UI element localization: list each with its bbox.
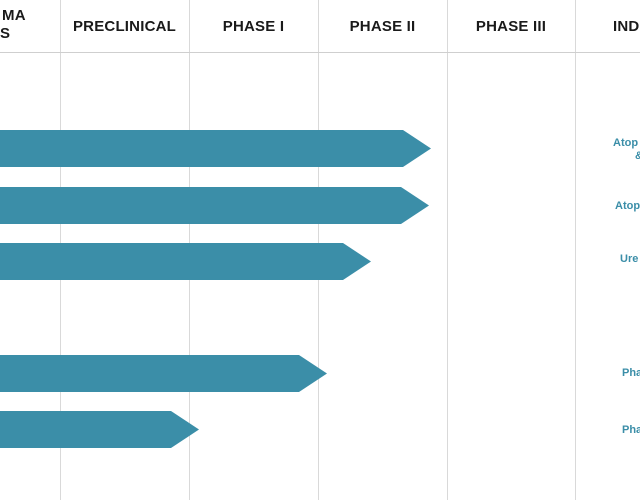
indication-row-2: Atop — [615, 200, 640, 213]
header-phase-2: PHASE II — [349, 17, 416, 35]
column-divider — [575, 0, 576, 500]
header-phase-1: PHASE I — [222, 17, 285, 35]
progress-bar-row-5 — [0, 411, 199, 448]
indication-row-5-line1: Pha — [622, 424, 640, 436]
header-program: MA S — [0, 0, 60, 52]
column-divider — [447, 0, 448, 500]
indication-row-1: Atop & — [613, 137, 640, 163]
header-divider — [0, 52, 640, 53]
indication-row-5: Pha — [622, 424, 640, 437]
indication-row-1-line1: Atop — [613, 137, 639, 149]
header-program-line2: S — [0, 25, 11, 42]
indication-row-2-line1: Atop — [615, 200, 640, 212]
progress-bar-row-2 — [0, 187, 429, 224]
progress-bar-row-4 — [0, 355, 327, 392]
indication-row-4: Pha — [622, 367, 640, 380]
header-indication: IND — [613, 17, 640, 35]
indication-row-3-line1: Ure — [620, 253, 639, 265]
indication-row-1-line2: & — [613, 150, 640, 163]
indication-row-3: Ure — [620, 253, 638, 266]
progress-bar-row-3 — [0, 243, 371, 280]
header-preclinical: PRECLINICAL — [72, 17, 177, 35]
header-phase-3: PHASE III — [475, 17, 547, 35]
header-program-line1: MA — [2, 7, 26, 24]
indication-row-4-line1: Pha — [622, 367, 640, 379]
progress-bar-row-1 — [0, 130, 431, 167]
